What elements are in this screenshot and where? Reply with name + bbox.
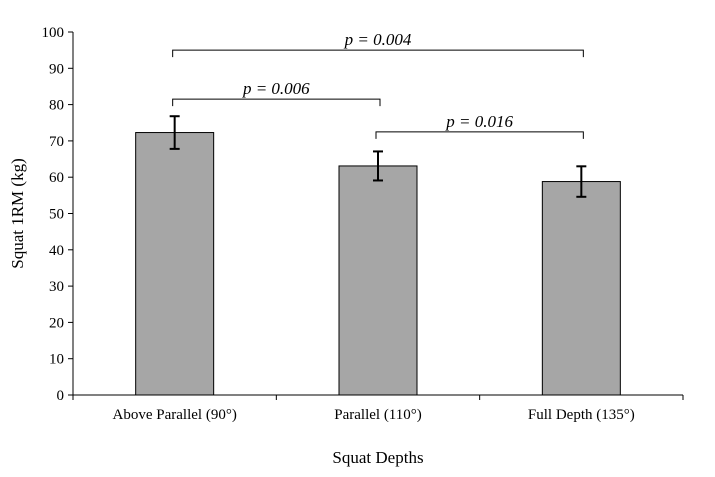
significance-label: p = 0.006 [242, 79, 310, 98]
y-axis-title: Squat 1RM (kg) [8, 158, 27, 269]
y-tick-label: 90 [49, 61, 64, 77]
significance-bracket [172, 98, 381, 107]
x-tick-label: Full Depth (135°) [528, 407, 635, 423]
y-tick-label: 0 [57, 388, 65, 404]
error-bars [169, 115, 587, 198]
x-axis-ticks: Above Parallel (90°) Parallel (110°) Full … [72, 395, 684, 423]
bar [541, 181, 621, 396]
bar [338, 165, 418, 396]
significance-brackets: p = 0.004 p = 0.006 p = 0.016 [172, 30, 584, 139]
y-tick-label: 100 [42, 25, 65, 41]
y-tick-label: 60 [49, 170, 64, 186]
y-tick-label: 50 [49, 207, 64, 223]
x-axis-title: Squat Depths [332, 448, 423, 467]
y-axis-ticks: 0 10 20 30 40 50 60 70 80 90 100 [42, 25, 73, 404]
y-tick-label: 80 [49, 98, 64, 114]
y-tick-label: 20 [49, 315, 64, 331]
significance-label: p = 0.004 [344, 30, 412, 49]
x-tick-label: Above Parallel (90°) [113, 407, 237, 423]
y-tick-label: 10 [49, 352, 64, 368]
bar [135, 132, 215, 396]
y-tick-label: 30 [49, 279, 64, 295]
y-tick-label: 40 [49, 243, 64, 259]
bars [135, 132, 621, 396]
significance-label: p = 0.016 [445, 112, 513, 131]
significance-bracket [375, 131, 584, 139]
significance-bracket [172, 49, 584, 58]
y-tick-label: 70 [49, 134, 64, 150]
x-tick-label: Parallel (110°) [334, 407, 422, 423]
